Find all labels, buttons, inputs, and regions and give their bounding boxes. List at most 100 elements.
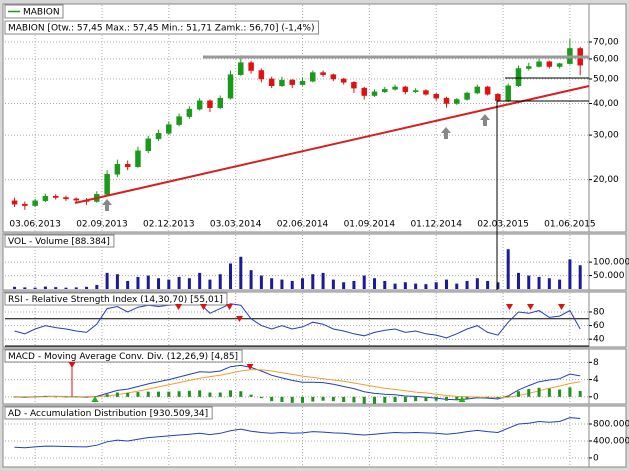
candle-body (104, 174, 110, 195)
y-tick-label: 60,00 (593, 54, 619, 64)
bar (486, 280, 490, 289)
title-bg (4, 406, 213, 420)
histogram-bar (74, 396, 78, 398)
y-tick-label: 40,00 (593, 99, 619, 109)
candle-body (52, 195, 59, 198)
candle-body (330, 74, 337, 80)
signal (236, 316, 243, 322)
annotations (68, 55, 590, 402)
bar (136, 276, 140, 289)
candle-body (464, 92, 470, 100)
plot: 8 4 0 (5, 350, 599, 404)
y-tick-label: 400.000 (593, 436, 629, 446)
candle-body (279, 79, 285, 87)
y-tick-label: 30,00 (593, 131, 619, 141)
histogram-bar (167, 391, 171, 397)
chart-title: VOL - Volume [88.384] (8, 237, 110, 247)
bar (455, 283, 459, 289)
histogram-bar (342, 396, 346, 402)
x-tick-label: 01.06.2015 (544, 220, 596, 230)
y-tick-label: 4 (593, 375, 599, 385)
histogram-bar (434, 396, 438, 401)
bar (496, 282, 500, 289)
bar (537, 276, 541, 289)
x-tick-label: 02.12.2013 (143, 220, 195, 230)
chart-title: MABION [Otw.: 57,45 Max.: 57,45 Min.: 51… (8, 24, 315, 34)
histogram-bar (259, 396, 263, 399)
histogram-bar (506, 395, 510, 397)
candle-body (124, 164, 131, 167)
histogram-bar (229, 390, 233, 397)
x-tick-label: 03.06.2013 (9, 220, 61, 230)
candle-body (371, 91, 378, 96)
y-tick-label: 50,00 (593, 74, 619, 84)
y-tick-label: 0 (593, 392, 599, 402)
bar (516, 272, 520, 289)
histogram-bar (198, 390, 202, 397)
bar (393, 283, 397, 289)
candle-body (155, 133, 162, 140)
bar (568, 259, 572, 289)
candle-body (42, 195, 49, 202)
bar (414, 283, 418, 289)
bar (54, 287, 58, 289)
bar (558, 279, 562, 289)
candle-body (176, 116, 182, 125)
candle-body (11, 200, 18, 205)
y-tick-label: 60 (593, 321, 605, 331)
histogram-bar (280, 396, 284, 402)
histogram-bar (486, 396, 490, 398)
macd-signal (68, 362, 76, 368)
bar (475, 278, 479, 289)
histogram-bar (187, 390, 191, 397)
bar (218, 274, 222, 289)
candle-body (351, 82, 357, 89)
plot: 100.000 50.000 (5, 235, 629, 289)
candle-body (22, 203, 28, 206)
bar (259, 275, 263, 289)
bar (177, 276, 181, 289)
histogram-bar (558, 389, 562, 397)
bar (506, 249, 510, 289)
signal (226, 304, 233, 310)
candle-body (443, 97, 450, 104)
candle-body (412, 90, 419, 93)
histogram-bar (527, 389, 531, 397)
histogram-bar (157, 391, 161, 397)
line (14, 364, 581, 401)
histogram-bar (578, 391, 582, 397)
bar (578, 265, 582, 289)
bar (321, 272, 325, 289)
candle-body (299, 80, 306, 85)
title-bg (4, 20, 319, 35)
bar (198, 272, 202, 289)
bar (229, 263, 233, 289)
candle-body (145, 138, 151, 152)
candle-body (227, 74, 234, 99)
x-tick-label: 01.09.2014 (344, 220, 396, 230)
candle-body (217, 97, 223, 108)
y-tick-label: 70,00 (593, 37, 619, 47)
candle-body (515, 68, 522, 87)
chart-title: AD - Accumulation Distribution [930.509,… (8, 409, 208, 419)
bar (342, 282, 346, 289)
bar (280, 279, 284, 289)
candle-body (258, 70, 265, 80)
histogram-bar (115, 392, 119, 397)
histogram-bar (54, 396, 58, 398)
trend-line (74, 85, 590, 204)
bar (383, 280, 387, 289)
candle-body (423, 90, 429, 95)
histogram-bar (393, 396, 397, 402)
candle-body (536, 61, 542, 67)
candle-body (186, 108, 193, 117)
histogram-bar (424, 396, 428, 402)
signal (558, 304, 565, 310)
bar (270, 278, 274, 289)
x-tick-label: 02.06.2014 (277, 220, 329, 230)
candle-body (32, 200, 38, 206)
x-tick-label: 02.09.2013 (76, 220, 128, 230)
line (14, 302, 581, 339)
bar (239, 256, 243, 289)
histogram-bar (465, 396, 469, 399)
